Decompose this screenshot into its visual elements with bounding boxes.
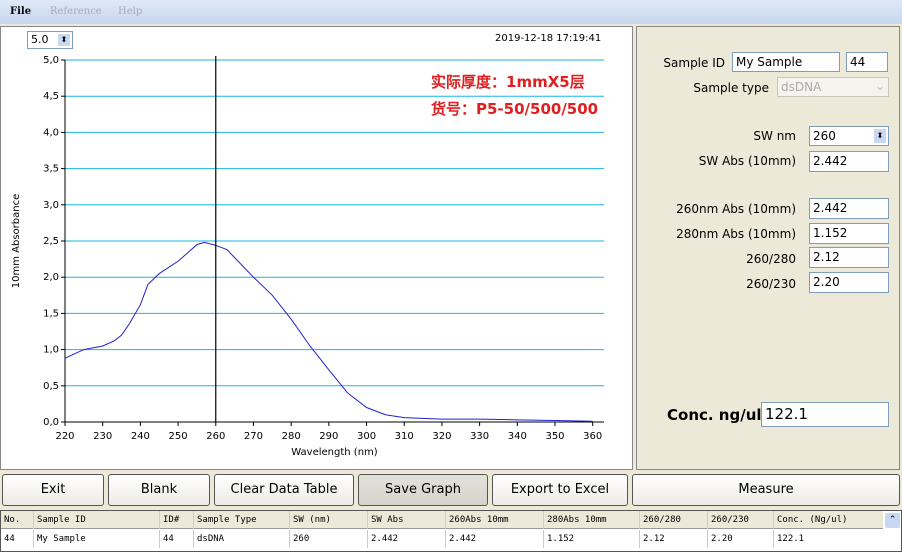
conc-field: 122.1 bbox=[761, 402, 889, 427]
label: Sample type bbox=[693, 81, 769, 95]
abs260-field: 2.442 bbox=[809, 198, 889, 219]
menu-bar: File Reference Help bbox=[0, 0, 902, 24]
x-tick-label: 270 bbox=[244, 431, 263, 442]
y-tick-label: 3,5 bbox=[43, 164, 59, 175]
table-cell: 260 bbox=[293, 534, 310, 544]
table-header: No. Sample ID ID# Sample Type SW (nm) SW Abs 2… bbox=[1, 511, 883, 529]
annotation: 实际厚度：1mmX5层 bbox=[431, 73, 585, 91]
ratio-field: 2.12 bbox=[809, 247, 889, 268]
y-tick-label: 2,5 bbox=[43, 236, 59, 247]
zoom-spinner[interactable]: 5.0 ⬍ bbox=[27, 31, 73, 49]
zoom-value: 5.0 bbox=[31, 33, 49, 46]
spectrum-line bbox=[64, 241, 593, 422]
y-axis-label: 10mm Absorbance bbox=[11, 194, 22, 288]
sw-nm-spinner[interactable]: 260 ⬍ bbox=[809, 126, 889, 146]
y-tick-label: 1,5 bbox=[43, 308, 59, 319]
y-tick-label: 1,0 bbox=[43, 345, 59, 356]
x-tick-label: 320 bbox=[432, 431, 451, 442]
column-header: 260/230 bbox=[711, 515, 749, 525]
y-tick-label: 4,5 bbox=[43, 91, 59, 102]
label: 260nm Abs (10mm) bbox=[676, 202, 796, 216]
y-tick-label: 3,0 bbox=[43, 200, 59, 211]
table-cell: 1.152 bbox=[547, 534, 575, 544]
chart: 0,0 0,5 1,0 1,5 2,0 2,5 3,0 3,5 4,0 4,5 5,0 220 230 2… bbox=[11, 55, 604, 458]
button[interactable]: Clear Data Table bbox=[214, 474, 354, 506]
y-tick-label: 4,0 bbox=[43, 127, 59, 138]
x-tick-label: 350 bbox=[545, 431, 564, 442]
button[interactable]: Blank bbox=[108, 474, 210, 506]
label: 260/280 bbox=[746, 252, 796, 266]
table-cell: 44 bbox=[4, 534, 15, 544]
x-tick-label: 310 bbox=[395, 431, 414, 442]
column-header: 280Abs 10mm bbox=[547, 515, 607, 525]
x-tick-label: 340 bbox=[508, 431, 527, 442]
y-tick-label: 2,0 bbox=[43, 272, 59, 283]
annotation: 货号：P5-50/500/500 bbox=[431, 100, 598, 118]
timestamp: 2019-12-18 17:19:41 bbox=[495, 33, 602, 44]
spin-button[interactable]: ⬍ bbox=[58, 34, 70, 46]
data-table: No. Sample ID ID# Sample Type SW (nm) SW Abs 2… bbox=[0, 510, 902, 552]
sample-id-input[interactable]: My Sample bbox=[732, 52, 840, 72]
x-tick-label: 330 bbox=[470, 431, 489, 442]
y-tick-label: 5,0 bbox=[43, 55, 59, 66]
abs280-field: 1.152 bbox=[809, 223, 889, 244]
button[interactable]: Measure bbox=[632, 474, 900, 506]
y-tick-label: 0,5 bbox=[43, 381, 59, 392]
x-tick-label: 360 bbox=[583, 431, 602, 442]
x-tick-label: 300 bbox=[357, 431, 376, 442]
column-header: SW Abs bbox=[371, 515, 404, 525]
column-header: Sample ID bbox=[37, 515, 86, 525]
label: 260/230 bbox=[746, 277, 796, 291]
x-tick-label: 230 bbox=[93, 431, 112, 442]
label: SW Abs (10mm) bbox=[698, 154, 796, 168]
x-tick-label: 240 bbox=[131, 431, 150, 442]
table-cell: My Sample bbox=[37, 534, 86, 544]
table-body: 44 My Sample 44 dsDNA 260 2.442 2.442 1.152 2.12… bbox=[1, 530, 883, 548]
table-cell: 2.20 bbox=[711, 534, 733, 544]
button[interactable]: Exit bbox=[2, 474, 104, 506]
x-tick-label: 220 bbox=[55, 431, 74, 442]
table-cell: 44 bbox=[163, 534, 174, 544]
sw-nm-value: 260 bbox=[813, 129, 836, 143]
table-cell: 2.442 bbox=[371, 534, 399, 544]
table-cell: 2.12 bbox=[643, 534, 665, 544]
results-panel: Sample ID My Sample 44 Sample type dsDNA… bbox=[636, 26, 900, 470]
column-header: SW (nm) bbox=[293, 515, 331, 525]
column-header: 260/280 bbox=[643, 515, 681, 525]
menu-item[interactable]: Help bbox=[118, 6, 143, 17]
y-tick-label: 0,0 bbox=[43, 417, 59, 428]
conc-label: Conc. ng/ul bbox=[667, 406, 762, 424]
scroll-up[interactable]: ⌃ bbox=[885, 513, 900, 528]
id-input[interactable]: 44 bbox=[846, 52, 888, 72]
table-cell: 122.1 bbox=[777, 534, 805, 544]
x-axis-label: Wavelength (nm) bbox=[291, 447, 377, 458]
label: SW nm bbox=[753, 129, 796, 143]
label: Sample ID bbox=[663, 56, 725, 70]
column-header: ID# bbox=[163, 515, 180, 525]
column-header: Sample Type bbox=[197, 515, 257, 525]
menu-item[interactable]: File bbox=[10, 6, 32, 17]
sample-type-select[interactable]: dsDNA ⌄ bbox=[777, 77, 889, 97]
button[interactable]: Save Graph bbox=[358, 474, 488, 506]
x-tick-label: 260 bbox=[206, 431, 225, 442]
spin-button[interactable]: ⬍ bbox=[874, 129, 886, 143]
column-header: 260Abs 10mm bbox=[449, 515, 509, 525]
column-header: Conc. (Ng/ul) bbox=[777, 515, 848, 525]
sw-abs-field: 2.442 bbox=[809, 151, 889, 172]
x-tick-label: 290 bbox=[319, 431, 338, 442]
x-tick-label: 280 bbox=[282, 431, 301, 442]
sample-type-value: dsDNA bbox=[781, 80, 822, 94]
column-header: No. bbox=[4, 515, 21, 525]
x-tick-label: 250 bbox=[169, 431, 188, 442]
label: 280nm Abs (10mm) bbox=[676, 227, 796, 241]
graph-area: 0,0 0,5 1,0 1,5 2,0 2,5 3,0 3,5 4,0 4,5 5,0 220 230 2… bbox=[0, 26, 633, 470]
ratio-field: 2.20 bbox=[809, 272, 889, 293]
table-cell: dsDNA bbox=[197, 534, 225, 544]
table-cell: 2.442 bbox=[449, 534, 477, 544]
menu-item[interactable]: Reference bbox=[50, 6, 102, 17]
button[interactable]: Export to Excel bbox=[492, 474, 628, 506]
